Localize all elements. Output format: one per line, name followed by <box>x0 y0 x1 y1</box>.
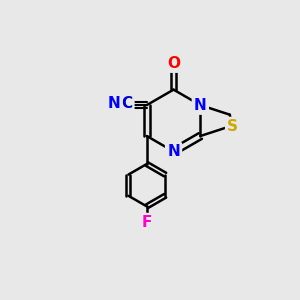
Text: N: N <box>107 96 120 111</box>
Text: F: F <box>142 215 152 230</box>
Text: N: N <box>194 98 207 112</box>
Text: S: S <box>227 119 238 134</box>
Text: N: N <box>167 144 180 159</box>
Text: C: C <box>121 96 132 111</box>
Text: O: O <box>167 56 180 70</box>
